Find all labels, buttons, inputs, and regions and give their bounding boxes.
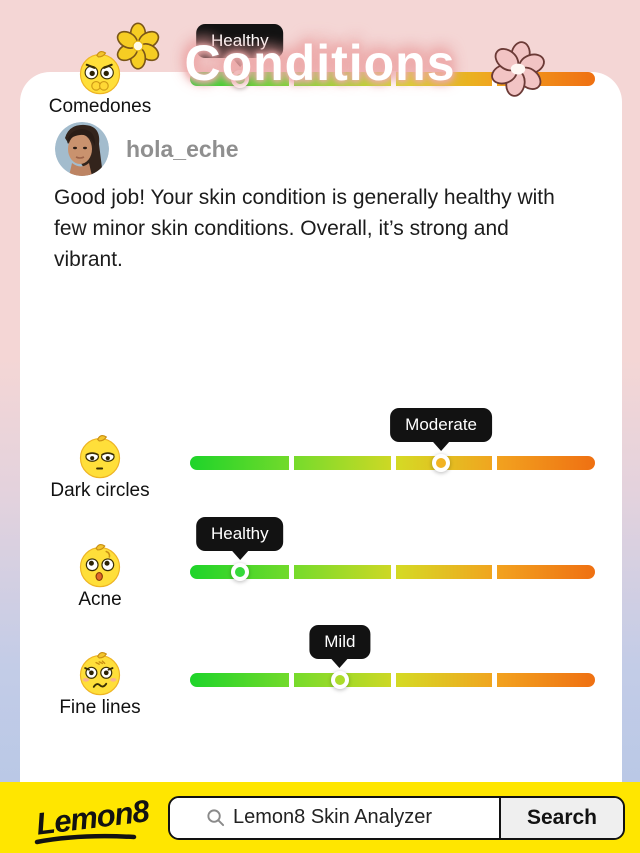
pink-flower-decoration bbox=[491, 41, 545, 97]
skin-summary-text: Good job! Your skin condition is general… bbox=[54, 186, 555, 271]
condition-label: Dark circles bbox=[50, 480, 150, 501]
severity-tooltip: Moderate bbox=[390, 408, 493, 442]
distressed-lemon-emoji bbox=[79, 651, 121, 696]
severity-tooltip: Mild bbox=[309, 625, 371, 659]
severity-marker[interactable] bbox=[230, 70, 249, 88]
yellow-flower-decoration bbox=[116, 22, 160, 70]
user-avatar[interactable] bbox=[55, 122, 109, 176]
footer-bar: Lemon8 Search bbox=[0, 782, 640, 853]
lemon8-logo[interactable]: Lemon8 bbox=[34, 793, 158, 844]
severity-bar[interactable] bbox=[190, 563, 595, 581]
tired-lemon-emoji bbox=[79, 434, 121, 479]
search-input[interactable] bbox=[233, 806, 463, 829]
search-icon bbox=[207, 809, 225, 827]
avatar-photo bbox=[55, 122, 109, 176]
angry-lemon-emoji bbox=[79, 50, 121, 95]
severity-marker[interactable] bbox=[230, 563, 249, 581]
severity-marker[interactable] bbox=[330, 671, 349, 689]
conditions-card: hola_eche Good job! Your skin condition … bbox=[20, 24, 622, 782]
severity-bar[interactable] bbox=[190, 671, 595, 689]
username[interactable]: hola_eche bbox=[126, 135, 239, 162]
condition-label: Acne bbox=[78, 589, 122, 610]
condition-label: Fine lines bbox=[59, 697, 141, 718]
severity-tooltip: Healthy bbox=[195, 517, 284, 551]
search-button[interactable]: Search bbox=[499, 797, 623, 838]
severity-bar[interactable] bbox=[190, 454, 595, 472]
search-field[interactable] bbox=[170, 797, 499, 838]
profile-row: hola_eche bbox=[55, 122, 239, 176]
condition-label: Comedones bbox=[48, 96, 152, 117]
severity-marker[interactable] bbox=[432, 454, 451, 472]
severity-tooltip: Healthy bbox=[195, 24, 284, 58]
search-bar: Search bbox=[168, 795, 625, 840]
surprised-lemon-emoji bbox=[79, 543, 121, 588]
logo-underline-swoosh bbox=[34, 833, 137, 844]
